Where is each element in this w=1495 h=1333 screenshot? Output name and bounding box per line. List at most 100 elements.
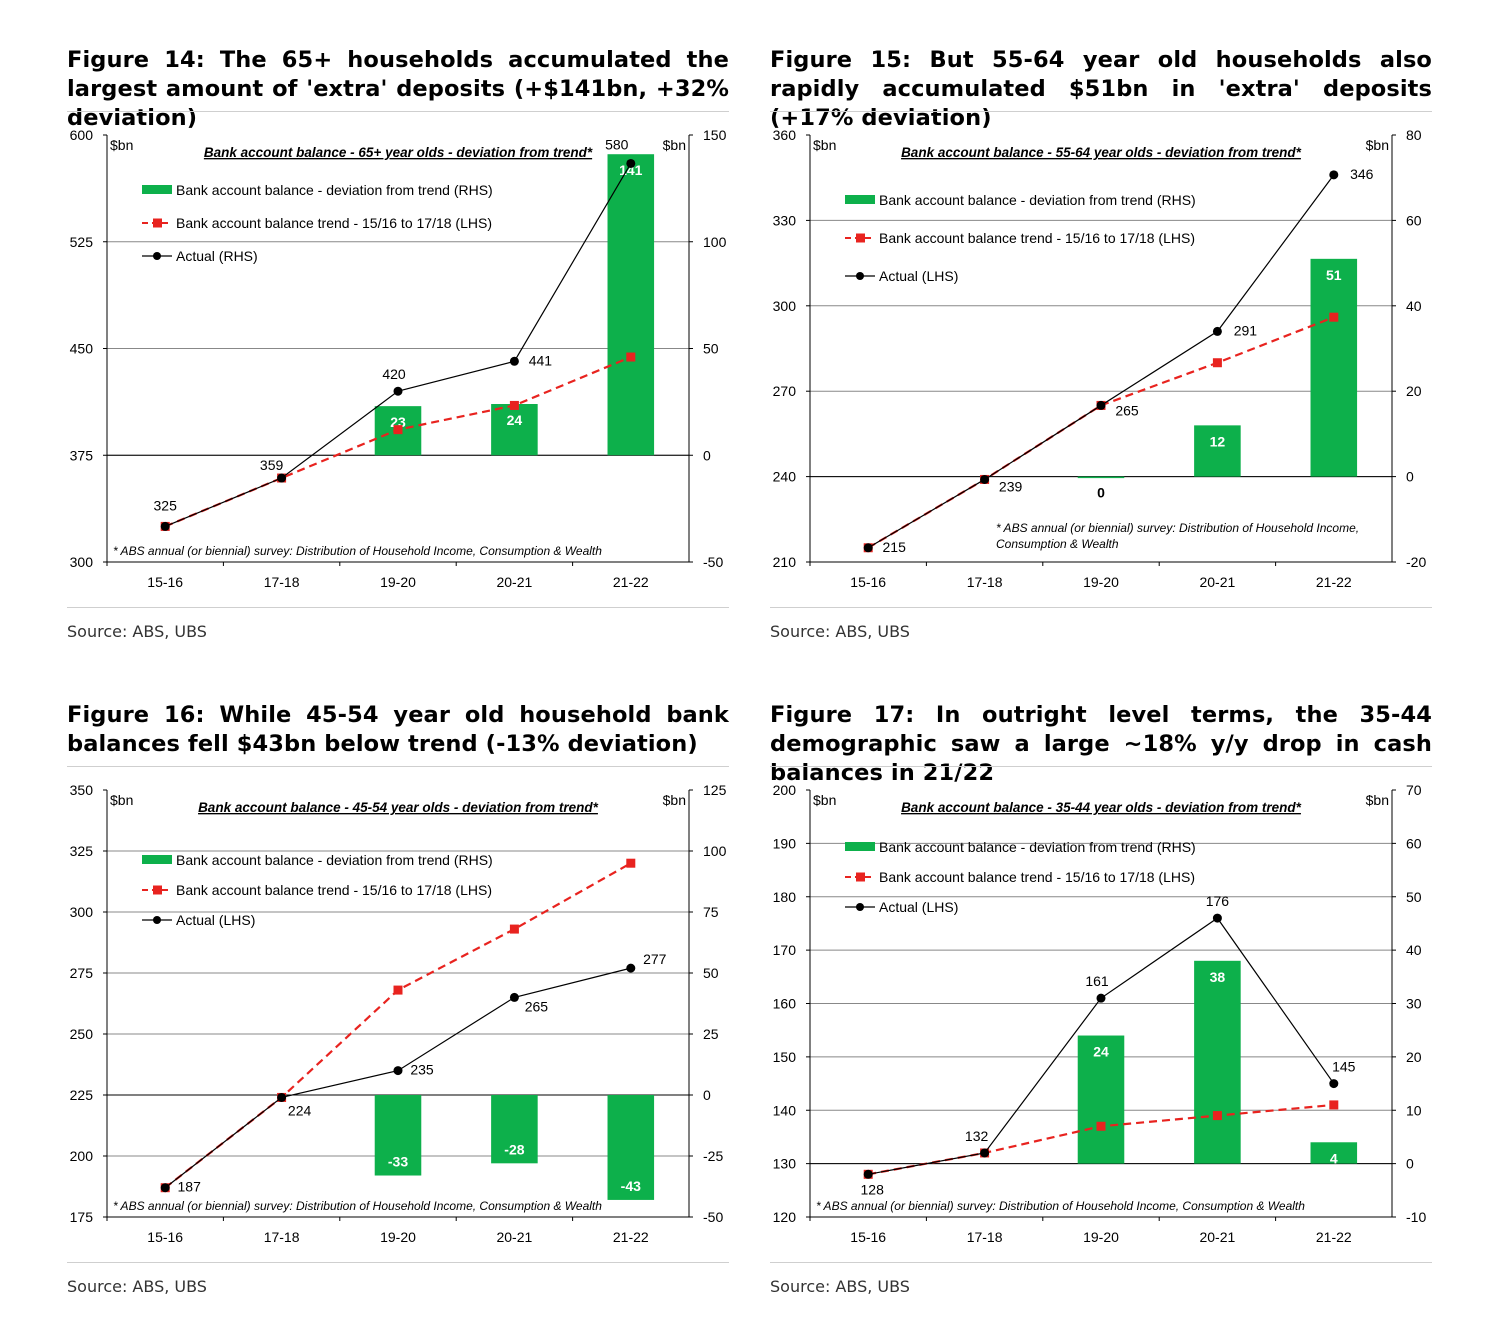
tick-label-x: 15-16 (147, 1229, 183, 1245)
actual-label: 325 (154, 497, 178, 513)
legend-swatch-bar (142, 185, 172, 194)
actual-label: 145 (1332, 1059, 1356, 1075)
trend-marker (1329, 1100, 1339, 1110)
tick-label-left: 450 (70, 341, 94, 357)
trend-marker (1212, 358, 1222, 368)
bar (1194, 425, 1241, 477)
tick-label-x: 15-16 (147, 574, 183, 590)
actual-marker (509, 992, 519, 1002)
legend-swatch-bar (142, 855, 172, 864)
bar-label: -33 (388, 1154, 408, 1170)
legend-marker-trend (153, 218, 162, 228)
bar-label: 51 (1326, 267, 1342, 283)
trend-marker (1212, 1111, 1222, 1121)
legend-swatch-bar (845, 842, 875, 851)
tick-label-right: -25 (703, 1148, 723, 1164)
actual-label: 346 (1350, 166, 1374, 182)
tick-label-right: 20 (1406, 383, 1422, 399)
figure-title: Figure 15: But 55-64 year old households… (770, 47, 1432, 131)
tick-label-x: 17-18 (967, 1229, 1003, 1245)
tick-label-right: -10 (1406, 1209, 1426, 1225)
actual-marker (509, 356, 519, 366)
unit-label-left: $bn (110, 137, 133, 153)
legend-label-trend: Bank account balance trend - 15/16 to 17… (879, 869, 1195, 885)
actual-marker (626, 158, 636, 168)
tick-label-left: 250 (70, 1026, 94, 1042)
tick-label-right: -50 (703, 1209, 723, 1225)
legend-marker-actual (153, 252, 161, 260)
title-rule (770, 766, 1432, 767)
tick-label-x: 17-18 (264, 574, 300, 590)
bar-label: 12 (1210, 433, 1226, 449)
unit-label-right: $bn (663, 137, 686, 153)
trend-marker (1329, 312, 1339, 322)
bar-label: 0 (1097, 485, 1105, 501)
actual-marker (1212, 326, 1222, 336)
actual-marker (160, 1183, 170, 1193)
actual-marker (980, 474, 990, 484)
bar (1310, 258, 1358, 477)
chart-title: Bank account balance - 55-64 year olds -… (901, 145, 1302, 160)
bar-label: 4 (1330, 1150, 1338, 1166)
tick-label-left: 270 (773, 383, 797, 399)
tick-label-right: 50 (703, 965, 719, 981)
tick-label-left: 210 (773, 554, 797, 570)
tick-label-x: 20-21 (496, 1229, 532, 1245)
actual-marker (277, 473, 287, 483)
figure-panel-17: Figure 17: In outright level terms, the … (770, 701, 1432, 1296)
tick-label-right: 80 (1406, 127, 1422, 143)
source-note: Source: ABS, UBS (770, 1277, 910, 1296)
actual-label: 224 (288, 1102, 312, 1118)
trend-line (867, 316, 1335, 549)
actual-label: 277 (643, 951, 667, 967)
tick-label-left: 225 (70, 1087, 94, 1103)
footnote: * ABS annual (or biennial) survey: Distr… (996, 521, 1359, 535)
chart: 300 375 450 525 600 -50 0 50 100 150 15-16 17-18 19-… (70, 127, 727, 590)
figure-title: Figure 14: The 65+ households accumulate… (67, 47, 729, 131)
actual-label: 359 (260, 457, 284, 473)
legend-label-bar: Bank account balance - deviation from tr… (176, 182, 493, 198)
trend-marker (626, 858, 636, 868)
bar-label: 38 (1210, 969, 1226, 985)
tick-label-x: 19-20 (1083, 1229, 1119, 1245)
tick-label-right: -20 (1406, 554, 1426, 570)
bar (607, 154, 655, 456)
chart: 175 200 225 250 275 300 325 350 -50 -25 0 25 50 75 100… (70, 782, 727, 1245)
tick-label-left: 350 (70, 782, 94, 798)
chart: 210 240 270 300 330 360 -20 0 20 40 60 80 15-16 17-18… (773, 127, 1427, 590)
trend-marker (626, 352, 636, 362)
bar (1194, 960, 1241, 1164)
tick-label-left: 140 (773, 1102, 797, 1118)
actual-label: 235 (410, 1062, 434, 1078)
legend-label-bar: Bank account balance - deviation from tr… (879, 839, 1196, 855)
bottom-rule (67, 1262, 729, 1263)
trend-marker (509, 924, 519, 934)
legend-label-actual: Actual (RHS) (176, 248, 258, 264)
legend-marker-actual (856, 903, 864, 911)
tick-label-right: 0 (1406, 1156, 1414, 1172)
tick-label-left: 200 (70, 1148, 94, 1164)
legend-swatch-bar (845, 195, 875, 204)
legend-label-trend: Bank account balance trend - 15/16 to 17… (176, 215, 492, 231)
unit-label-right: $bn (1366, 137, 1389, 153)
actual-label: 128 (861, 1181, 885, 1197)
trend-marker (393, 425, 403, 435)
actual-marker (1329, 170, 1339, 180)
legend-marker-actual (856, 272, 864, 280)
actual-marker (1212, 913, 1222, 923)
actual-label: 420 (382, 366, 406, 382)
tick-label-right: 100 (703, 234, 727, 250)
source-note: Source: ABS, UBS (67, 1277, 207, 1296)
tick-label-left: 180 (773, 889, 797, 905)
figure-title: Figure 17: In outright level terms, the … (770, 702, 1432, 786)
tick-label-right: 0 (703, 447, 711, 463)
actual-label: 441 (529, 352, 553, 368)
bar (1077, 1035, 1125, 1164)
source-note: Source: ABS, UBS (770, 622, 910, 641)
actual-marker (277, 1092, 287, 1102)
footnote: * ABS annual (or biennial) survey: Distr… (113, 544, 602, 558)
tick-label-right: 70 (1406, 782, 1422, 798)
tick-label-x: 15-16 (850, 1229, 886, 1245)
legend-label-bar: Bank account balance - deviation from tr… (176, 852, 493, 868)
tick-label-right: 0 (703, 1087, 711, 1103)
